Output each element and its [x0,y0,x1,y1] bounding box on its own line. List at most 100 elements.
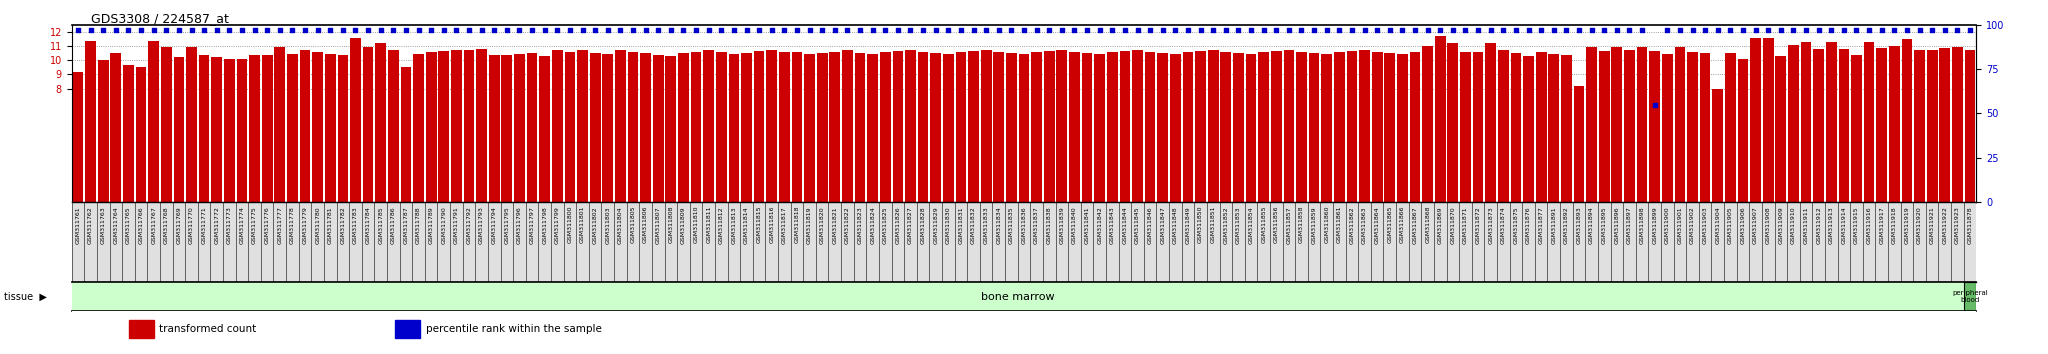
Text: GSM311919: GSM311919 [1905,206,1909,244]
Point [920,27,952,33]
Point [1120,27,1153,33]
Bar [1939,48,1950,202]
Point [805,27,838,33]
Bar [1006,53,1016,202]
Text: GSM311794: GSM311794 [492,206,498,244]
Text: GSM311802: GSM311802 [592,206,598,244]
Text: GSM311866: GSM311866 [1401,206,1405,244]
Text: GSM311805: GSM311805 [631,206,635,244]
Bar [1587,47,1597,202]
Text: GSM311877: GSM311877 [1538,206,1544,244]
Point [1323,27,1356,33]
Point [1790,27,1823,33]
Bar [1561,55,1571,202]
Point [1690,27,1722,33]
Bar [1763,38,1774,202]
Text: GSM311898: GSM311898 [1640,206,1645,244]
Text: GSM311920: GSM311920 [1917,206,1923,244]
Text: GSM311854: GSM311854 [1249,206,1253,244]
Bar [590,53,600,202]
Point [565,27,598,33]
Point [717,27,750,33]
Text: GSM311911: GSM311911 [1804,206,1808,244]
Point [895,27,928,33]
Point [616,27,649,33]
Text: GSM311858: GSM311858 [1298,206,1305,244]
Bar [135,67,145,202]
Bar [1511,53,1522,202]
Point [113,27,145,33]
Point [301,27,334,33]
Point [365,27,397,33]
Bar [1888,46,1901,202]
Bar [956,52,967,202]
Point [326,27,358,33]
Bar [1094,54,1106,202]
Point [1827,27,1860,33]
Bar [1497,50,1509,202]
Point [1499,27,1532,33]
Point [1663,27,1696,33]
Point [340,27,373,33]
Text: tissue  ▶: tissue ▶ [4,292,47,302]
Text: GSM311818: GSM311818 [795,206,799,244]
Point [150,27,182,33]
Point [1587,27,1620,33]
Text: GSM311766: GSM311766 [139,206,143,244]
Point [313,27,346,33]
Bar [1221,52,1231,202]
Point [1210,27,1243,33]
Text: GSM311783: GSM311783 [352,206,358,244]
Point [1702,27,1735,33]
Bar [969,51,979,202]
Point [844,27,877,33]
Text: GSM311903: GSM311903 [1702,206,1708,244]
Bar [778,52,791,202]
Bar [942,54,954,202]
Point [1450,27,1483,33]
Text: GSM311913: GSM311913 [1829,206,1833,244]
Text: GSM311829: GSM311829 [934,206,938,244]
Bar [489,55,500,202]
Point [1599,27,1632,33]
Text: GSM311870: GSM311870 [1450,206,1456,244]
Text: GSM311834: GSM311834 [995,206,1001,244]
Point [389,27,422,33]
Bar [1624,50,1634,202]
Text: GSM311857: GSM311857 [1286,206,1292,244]
Text: GSM311844: GSM311844 [1122,206,1126,244]
Point [489,27,522,33]
Bar [866,54,879,202]
Point [1675,27,1708,33]
Point [1651,27,1683,33]
Point [1550,27,1583,33]
Point [743,27,776,33]
Text: GSM311895: GSM311895 [1602,206,1608,244]
Bar [1333,52,1346,202]
Bar [1536,52,1546,202]
Point [1147,27,1180,33]
Text: GSM311851: GSM311851 [1210,206,1217,244]
Bar [690,52,700,202]
Text: GSM311793: GSM311793 [479,206,483,244]
Text: GSM311780: GSM311780 [315,206,319,244]
Bar [375,43,387,202]
Text: GSM311831: GSM311831 [958,206,963,244]
Point [705,27,737,33]
Point [1487,27,1520,33]
Point [1196,27,1229,33]
Text: GSM311777: GSM311777 [276,206,283,244]
Point [201,27,233,33]
Text: GSM311856: GSM311856 [1274,206,1278,244]
Point [1739,27,1772,33]
Bar [553,50,563,202]
Text: GSM311765: GSM311765 [125,206,131,244]
Bar [1284,50,1294,202]
Point [74,27,106,33]
Bar [129,320,154,338]
Point [731,27,764,33]
Text: GSM311826: GSM311826 [895,206,901,244]
Bar [578,50,588,202]
Bar [1044,51,1055,202]
Bar [514,54,524,202]
